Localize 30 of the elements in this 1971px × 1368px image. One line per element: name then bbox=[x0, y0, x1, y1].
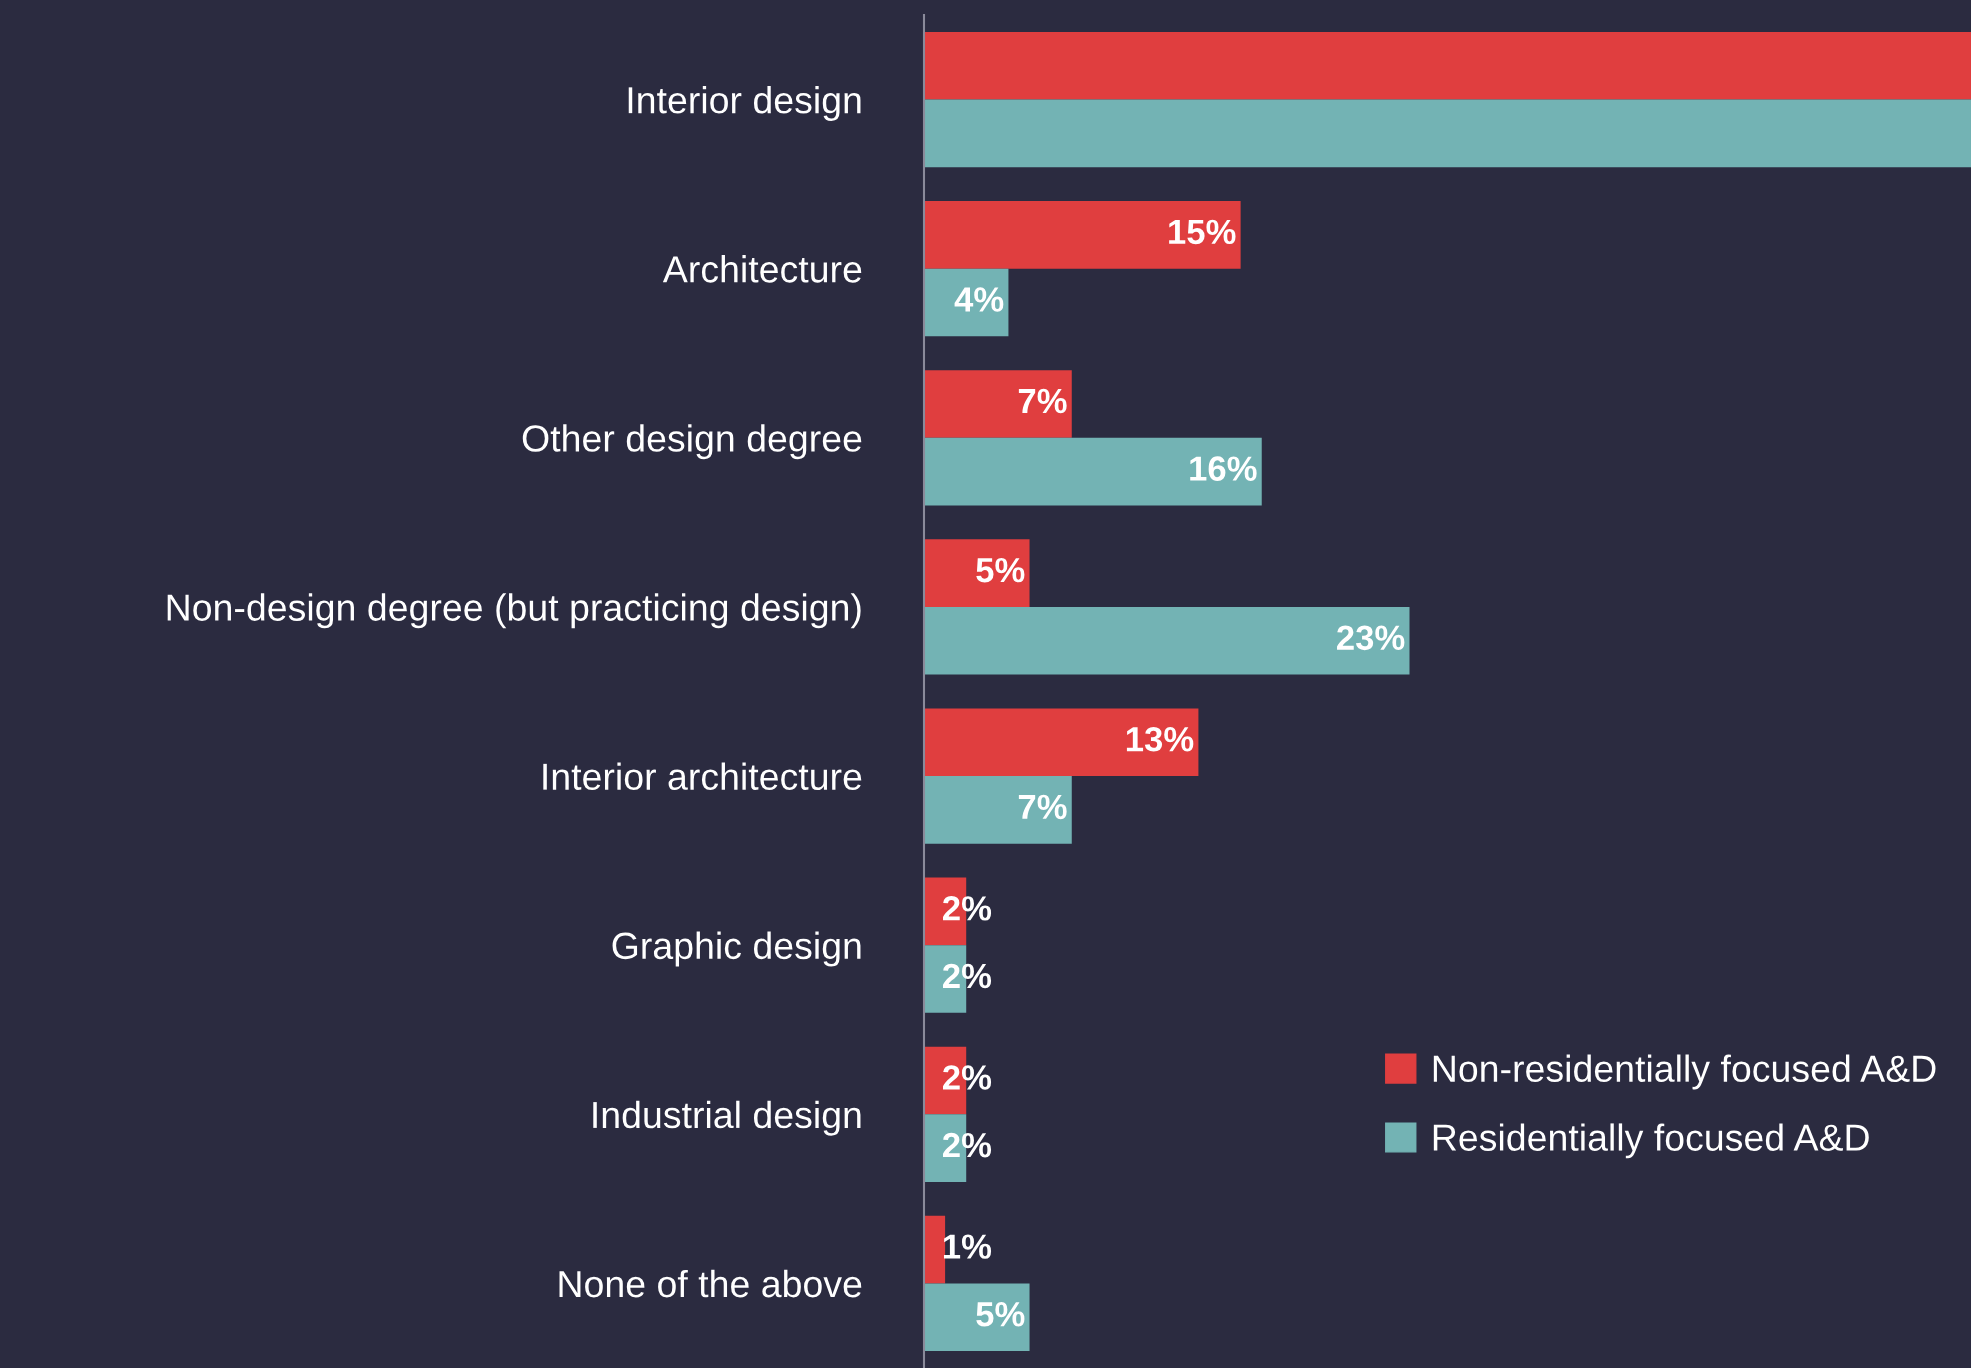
data-label: 7% bbox=[1018, 388, 1067, 414]
y-tick-label: None of the above bbox=[559, 1269, 862, 1298]
legend-label: Non-residentially focused A&D bbox=[1433, 1054, 1936, 1090]
y-tick-label: Graphic design bbox=[612, 931, 861, 967]
y-tick-label: Industrial design bbox=[593, 1100, 861, 1136]
data-label: 4% bbox=[954, 287, 1004, 312]
y-tick-label: Other design degree bbox=[522, 424, 862, 460]
bar bbox=[924, 99, 1971, 168]
legend-label: Residentially focused A&D bbox=[1433, 1123, 1869, 1159]
y-tick-label: Interior architecture bbox=[543, 762, 862, 791]
bar bbox=[924, 370, 1072, 438]
data-label: 23% bbox=[1337, 625, 1405, 651]
bar bbox=[924, 708, 1199, 777]
data-label: 5% bbox=[976, 557, 1025, 583]
y-tick-label: Interior design bbox=[628, 85, 861, 121]
bar bbox=[924, 539, 1030, 607]
y-tick-label: Non-design degree (but practicing design) bbox=[167, 593, 861, 629]
bar bbox=[924, 437, 1262, 506]
data-label: 5% bbox=[976, 1302, 1025, 1327]
bar bbox=[924, 1215, 946, 1284]
data-label: 16% bbox=[1190, 456, 1257, 481]
bar bbox=[924, 201, 1241, 269]
y-tick-label: Architecture bbox=[662, 255, 862, 283]
data-label: 15% bbox=[1169, 219, 1236, 245]
bar bbox=[924, 1283, 1030, 1352]
data-label: 7% bbox=[1018, 794, 1067, 820]
data-label: 13% bbox=[1126, 726, 1194, 752]
bar bbox=[924, 606, 1410, 675]
bar bbox=[924, 776, 1072, 844]
bar bbox=[924, 31, 1971, 100]
